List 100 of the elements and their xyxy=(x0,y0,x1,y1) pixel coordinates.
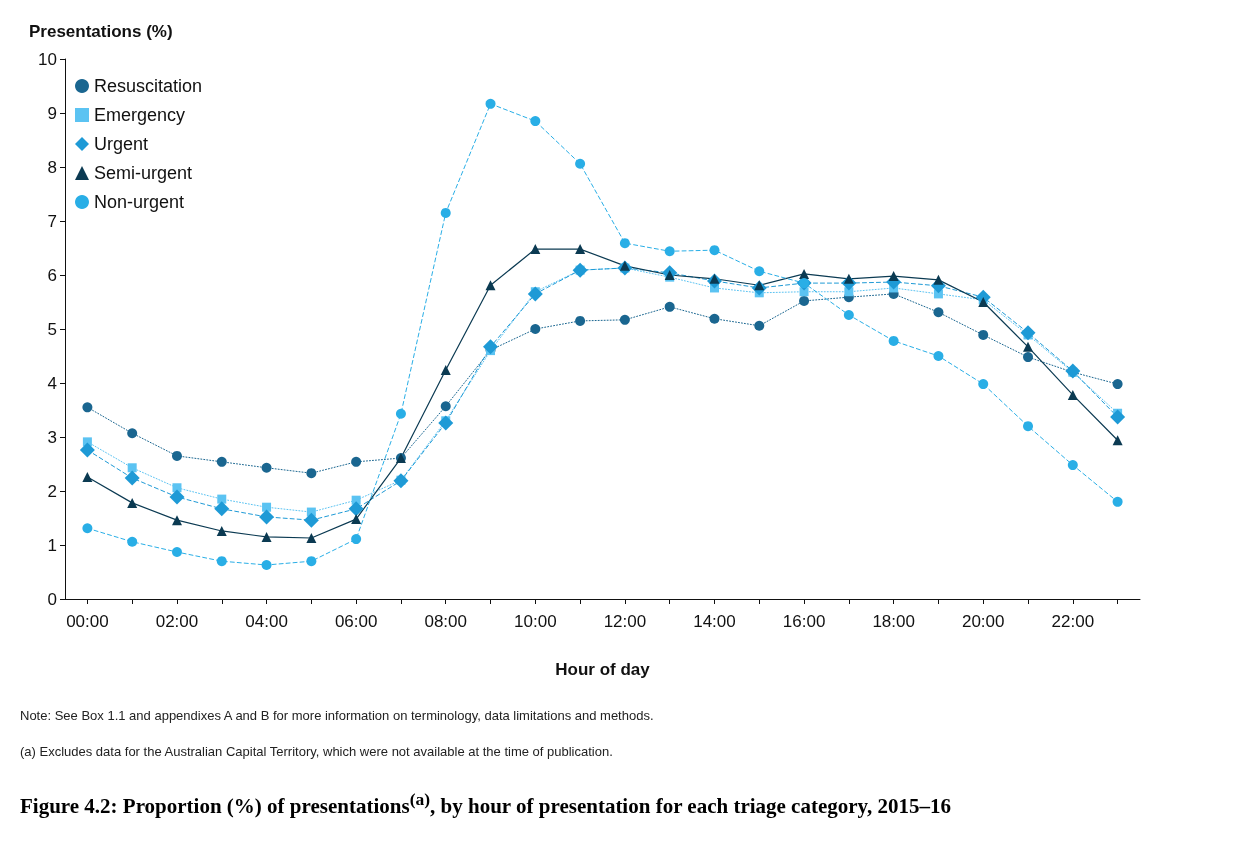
legend-label: Resuscitation xyxy=(94,76,203,96)
point xyxy=(530,324,541,334)
point xyxy=(888,335,899,346)
point xyxy=(82,402,93,413)
point xyxy=(483,339,499,355)
y-tick-label: 9 xyxy=(47,103,57,123)
point xyxy=(1020,325,1036,341)
point xyxy=(575,244,586,255)
text: Note: See Box 1.1 and appendixes A and B for more information on terminology, data limitations and methods. xyxy=(20,708,655,723)
legend-label: Emergency xyxy=(94,105,186,125)
point xyxy=(216,556,227,567)
point xyxy=(933,307,944,318)
point xyxy=(530,116,541,127)
point xyxy=(261,531,272,542)
point xyxy=(351,534,362,545)
x-tick-label: 06:00 xyxy=(334,612,378,631)
point xyxy=(1023,421,1034,432)
x-axis-title: Hour of day xyxy=(555,660,651,679)
y-tick-label: 7 xyxy=(47,211,57,231)
point xyxy=(754,320,765,331)
x-tick-label: 14:00 xyxy=(693,612,736,631)
point xyxy=(261,462,272,473)
point xyxy=(1023,341,1034,352)
point xyxy=(351,456,362,467)
point xyxy=(530,244,541,255)
point xyxy=(169,489,185,505)
text: Figure 4.2: Proportion (%) of presentations$^{(a)}$, by hour of presentation for each triage category, 2015–16 xyxy=(20,788,952,819)
point xyxy=(82,471,93,482)
y-tick-label: 4 xyxy=(47,373,57,393)
point xyxy=(171,450,182,461)
point xyxy=(127,463,137,473)
y-tick-label: 2 xyxy=(47,481,57,501)
point xyxy=(440,365,451,376)
x-tick-label: 20:00 xyxy=(961,612,1005,631)
point xyxy=(485,280,496,291)
point xyxy=(575,158,586,169)
point xyxy=(306,468,317,479)
y-tick-label: 6 xyxy=(47,265,57,285)
point xyxy=(261,559,272,570)
point xyxy=(709,245,720,256)
point xyxy=(124,470,140,486)
x-tick-label: 04:00 xyxy=(245,612,288,631)
point xyxy=(799,268,810,279)
point xyxy=(1112,496,1123,507)
point xyxy=(217,494,227,504)
point xyxy=(395,408,406,419)
point xyxy=(306,532,317,543)
point xyxy=(1067,389,1078,400)
point xyxy=(1067,460,1078,471)
point xyxy=(709,313,720,324)
point xyxy=(393,473,409,489)
point xyxy=(664,301,675,312)
point xyxy=(619,238,630,249)
point xyxy=(485,98,496,109)
y-axis-title: Presentations (%) xyxy=(29,22,173,41)
legend-label: Urgent xyxy=(94,134,149,154)
point xyxy=(216,525,227,536)
legend-label: Semi-urgent xyxy=(94,163,193,183)
point xyxy=(127,497,138,508)
point xyxy=(1110,409,1126,425)
point xyxy=(171,515,182,526)
point xyxy=(303,512,319,528)
point xyxy=(440,207,451,218)
point xyxy=(172,483,182,493)
point xyxy=(348,501,364,517)
point xyxy=(214,501,230,517)
y-tick-label: 3 xyxy=(47,427,57,447)
point xyxy=(799,295,810,306)
point xyxy=(79,442,95,458)
point xyxy=(306,556,317,567)
y-tick-label: 0 xyxy=(47,589,57,609)
x-tick-label: 00:00 xyxy=(66,612,109,631)
x-tick-label: 18:00 xyxy=(872,612,915,631)
point xyxy=(933,274,944,285)
x-tick-label: 22:00 xyxy=(1051,612,1095,631)
point xyxy=(619,314,630,325)
point xyxy=(440,401,451,412)
point xyxy=(259,509,275,525)
point xyxy=(575,315,586,326)
point xyxy=(843,309,854,320)
point xyxy=(664,246,675,257)
point xyxy=(171,547,182,558)
x-tick-label: 16:00 xyxy=(782,612,826,631)
y-tick-label: 10 xyxy=(38,49,57,69)
point xyxy=(754,266,765,277)
point xyxy=(438,415,454,431)
x-tick-label: 02:00 xyxy=(155,612,199,631)
point xyxy=(527,286,543,302)
legend-label: Non-urgent xyxy=(94,192,185,212)
x-tick-label: 10:00 xyxy=(514,612,557,631)
text: (a) Excludes data for the Australian Capital Territory, which were not available at the time of publication. xyxy=(20,744,614,759)
x-tick-label: 12:00 xyxy=(603,612,647,631)
point xyxy=(351,514,362,525)
point xyxy=(933,351,944,361)
x-tick-label: 08:00 xyxy=(424,612,467,631)
point xyxy=(127,536,138,547)
point xyxy=(127,428,138,439)
y-tick-label: 5 xyxy=(47,319,57,339)
point xyxy=(888,271,899,282)
point xyxy=(1112,435,1123,446)
